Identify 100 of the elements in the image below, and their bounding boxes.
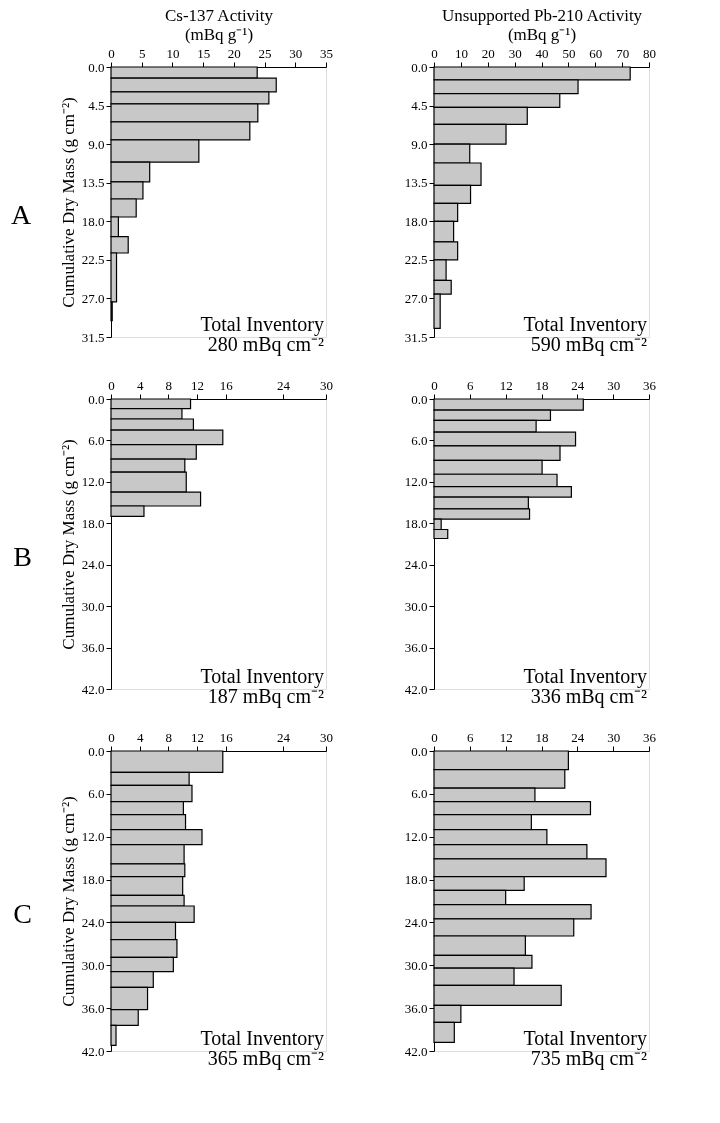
y-tick-label: 30.0 <box>81 598 105 614</box>
x-tick-label: 12 <box>499 377 513 393</box>
x-tick-label: 15 <box>197 45 211 61</box>
y-tick-label: 36.0 <box>81 640 105 656</box>
y-tick-label: 13.5 <box>81 175 105 191</box>
x-tick-label: 6 <box>467 729 475 745</box>
y-tick-label: 0.0 <box>411 743 428 759</box>
x-tick-label: 20 <box>481 45 495 61</box>
x-tick-label: 30 <box>320 729 333 745</box>
y-tick-label: 22.5 <box>81 252 105 268</box>
x-tick-label: 40 <box>535 45 549 61</box>
y-tick-label: 24.0 <box>81 557 105 573</box>
annotation: Total Inventory 280 mBq cm⁻² <box>200 313 324 356</box>
text: A <box>10 199 32 230</box>
y-tick-label: 9.0 <box>411 136 428 152</box>
y-tick-label: 42.0 <box>81 681 105 697</box>
x-tick-label: 16 <box>219 729 234 745</box>
y-tick-label: 6.0 <box>88 432 105 448</box>
y-tick-label: 0.0 <box>88 743 105 759</box>
y-tick-label: 13.5 <box>404 175 428 191</box>
y-tick-label: 12.0 <box>81 474 105 490</box>
y-tick-label: 30.0 <box>81 957 105 973</box>
x-tick-label: 60 <box>589 45 603 61</box>
x-tick-label: 20 <box>227 45 241 61</box>
annotation: Total Inventory 336 mBq cm⁻² <box>523 665 647 708</box>
y-tick-label: 4.5 <box>88 98 105 114</box>
y-tick-label: 9.0 <box>88 136 105 152</box>
y-tick-label: 0.0 <box>88 59 105 75</box>
x-tick-label: 30 <box>607 377 621 393</box>
x-tick-label: 0 <box>431 45 438 61</box>
x-tick-label: 4 <box>136 377 144 393</box>
y-tick-label: 0.0 <box>88 391 105 407</box>
x-tick-label: 0 <box>431 729 438 745</box>
x-tick-label: 30 <box>508 45 522 61</box>
y-tick-label: 24.0 <box>404 557 428 573</box>
y-tick-label: 18.0 <box>81 872 105 888</box>
y-tick-label: 42.0 <box>404 1043 428 1059</box>
x-tick-label: 12 <box>191 729 204 745</box>
text: B <box>13 541 32 572</box>
y-tick-label: 36.0 <box>404 1000 428 1016</box>
x-tick-label: 24 <box>571 377 585 393</box>
y-tick-label: 31.5 <box>404 329 428 345</box>
y-tick-label: 36.0 <box>404 640 428 656</box>
x-tick-label: 30 <box>320 377 333 393</box>
y-axis-title: Cumulative Dry Mass (g cm⁻²) <box>58 439 78 650</box>
x-tick-label: 0 <box>108 45 115 61</box>
x-tick-label: 18 <box>535 377 549 393</box>
x-tick-label: 25 <box>258 45 272 61</box>
x-tick-label: 5 <box>138 45 146 61</box>
x-tick-label: 6 <box>467 377 475 393</box>
y-tick-label: 6.0 <box>411 432 428 448</box>
annotation: Total Inventory 187 mBq cm⁻² <box>200 665 324 708</box>
y-tick-label: 27.0 <box>404 290 428 306</box>
y-axis-title: Cumulative Dry Mass (g cm⁻²) <box>58 796 78 1007</box>
x-tick-label: 36 <box>643 729 657 745</box>
x-tick-label: 0 <box>108 729 115 745</box>
x-tick-label: 4 <box>136 729 144 745</box>
y-tick-label: 0.0 <box>411 391 428 407</box>
x-tick-label: 8 <box>165 377 173 393</box>
y-tick-label: 12.0 <box>81 829 105 845</box>
y-tick-label: 18.0 <box>404 213 428 229</box>
y-tick-label: 18.0 <box>404 515 428 531</box>
annotation: Total Inventory 735 mBq cm⁻² <box>523 1027 647 1070</box>
y-tick-label: 42.0 <box>404 681 428 697</box>
y-tick-label: 6.0 <box>411 786 428 802</box>
y-tick-label: 18.0 <box>81 213 105 229</box>
y-tick-label: 31.5 <box>81 329 105 345</box>
y-tick-label: 6.0 <box>88 786 105 802</box>
x-tick-label: 0 <box>108 377 115 393</box>
x-tick-label: 35 <box>320 45 333 61</box>
y-tick-label: 18.0 <box>404 872 428 888</box>
x-tick-label: 50 <box>562 45 576 61</box>
x-tick-label: 24 <box>277 377 291 393</box>
y-tick-label: 24.0 <box>81 914 105 930</box>
text: C <box>13 898 32 929</box>
y-tick-label: 30.0 <box>404 598 428 614</box>
x-tick-label: 36 <box>643 377 657 393</box>
x-tick-label: 16 <box>219 377 234 393</box>
x-tick-label: 8 <box>165 729 173 745</box>
x-tick-label: 10 <box>166 45 180 61</box>
y-tick-label: 12.0 <box>404 829 428 845</box>
y-tick-label: 0.0 <box>411 59 428 75</box>
x-tick-label: 70 <box>616 45 630 61</box>
x-tick-label: 24 <box>571 729 585 745</box>
y-tick-label: 24.0 <box>404 914 428 930</box>
x-tick-label: 10 <box>454 45 468 61</box>
y-tick-label: 18.0 <box>81 515 105 531</box>
x-tick-label: 12 <box>499 729 513 745</box>
x-tick-label: 30 <box>607 729 621 745</box>
x-tick-label: 80 <box>643 45 656 61</box>
x-tick-label: 30 <box>289 45 303 61</box>
annotation: Total Inventory 365 mBq cm⁻² <box>200 1027 324 1070</box>
y-tick-label: 12.0 <box>404 474 428 490</box>
annotation: Total Inventory 590 mBq cm⁻² <box>523 313 647 356</box>
y-tick-label: 27.0 <box>81 290 105 306</box>
y-tick-label: 42.0 <box>81 1043 105 1059</box>
y-axis-title: Cumulative Dry Mass (g cm⁻²) <box>58 97 78 308</box>
y-tick-label: 4.5 <box>411 98 428 114</box>
x-tick-label: 24 <box>277 729 291 745</box>
x-axis-title: Unsupported Pb-210 Activity (mBq g⁻¹) <box>441 5 643 44</box>
